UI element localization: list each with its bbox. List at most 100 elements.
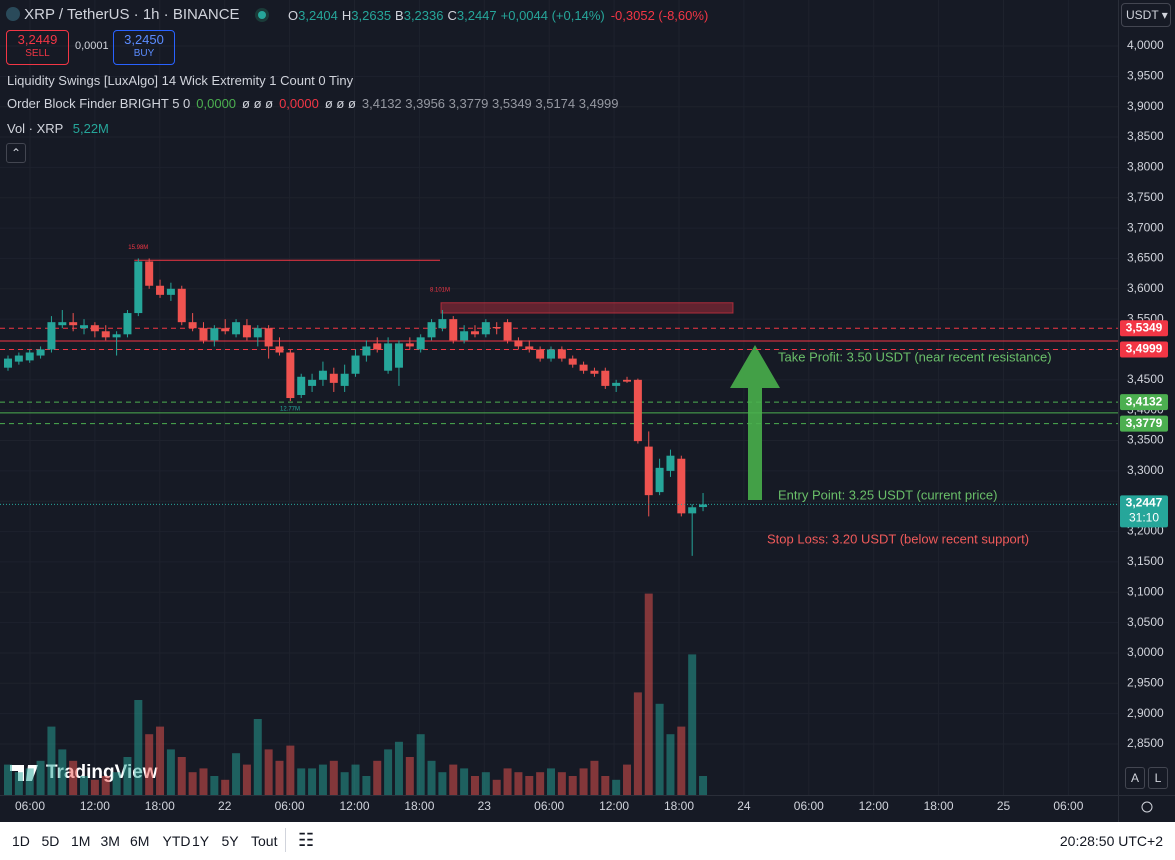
candle-body xyxy=(373,343,382,350)
ohlc-key: C xyxy=(447,8,457,23)
volume-bar xyxy=(623,764,632,795)
range-button[interactable]: 1Y xyxy=(192,833,210,849)
volume-bar xyxy=(4,764,12,795)
buy-button[interactable]: 3,2450 BUY xyxy=(113,30,175,65)
indicator-part: ø ø ø xyxy=(242,96,274,111)
indicator-part: 0,0000 xyxy=(279,96,319,111)
volume-bar xyxy=(264,749,273,795)
candle-body xyxy=(69,322,78,326)
volume-bar xyxy=(90,779,99,795)
price-tick-label: 3,9000 xyxy=(1127,99,1164,113)
candle-body xyxy=(177,288,186,323)
volume-bar xyxy=(69,760,78,795)
volume-bar xyxy=(481,772,490,795)
volume-bar xyxy=(101,776,110,795)
price-badge-label: 3,5349 xyxy=(1126,320,1163,334)
price-tick-label: 3,1000 xyxy=(1127,584,1164,598)
candle-body xyxy=(318,370,327,380)
candle-body xyxy=(156,285,165,295)
range-button[interactable]: 1D xyxy=(12,833,30,849)
symbol-title[interactable]: XRP / TetherUS · 1h · BINANCE xyxy=(6,6,266,23)
time-label: 06:00 xyxy=(15,799,45,813)
price-tick-label: 3,8500 xyxy=(1127,129,1164,143)
candle-body xyxy=(394,343,403,368)
price-tick-label: 3,4500 xyxy=(1127,372,1164,386)
candle-body xyxy=(4,358,12,368)
range-button[interactable]: YTD xyxy=(162,833,191,849)
volume-bar xyxy=(47,726,56,795)
settings-icon[interactable] xyxy=(1141,801,1153,813)
market-status xyxy=(257,11,266,19)
volume-bar xyxy=(568,776,577,795)
price-tick-label: 3,7000 xyxy=(1127,220,1164,234)
price-badge-label: 3,3779 xyxy=(1126,416,1163,430)
time-label: 24 xyxy=(737,799,751,813)
bottom-toolbar: ☷ 20:28:50 UTC+2 1D 5D 1M 3M 6M YTD 1Y 5Y Tout xyxy=(0,822,1175,860)
volume-bar xyxy=(58,749,67,795)
time-label: 06:00 xyxy=(534,799,564,813)
range-button[interactable]: Tout xyxy=(251,833,278,849)
date-range-icon[interactable]: ☷ xyxy=(298,830,315,850)
candle-body xyxy=(449,319,458,341)
price-tick-label: 2,9000 xyxy=(1127,706,1164,720)
indicator-part: Order Block Finder BRIGHT 5 0 xyxy=(7,96,191,111)
range-button[interactable]: 6M xyxy=(130,833,150,849)
volume-value: 5,22M xyxy=(72,121,109,136)
price-tick-label: 3,7500 xyxy=(1127,190,1164,204)
volume-bar xyxy=(297,768,306,795)
candle-body xyxy=(470,331,479,335)
candle-body xyxy=(232,322,241,335)
volume-bar xyxy=(36,760,45,795)
candle-body xyxy=(329,373,338,383)
swing-low-label: 12.77M xyxy=(280,407,300,413)
time-label: 22 xyxy=(218,799,232,813)
currency-select[interactable]: USDT ▾ xyxy=(1121,3,1171,27)
price-tick-label: 3,6500 xyxy=(1127,251,1164,265)
indicator-liquidity[interactable]: Liquidity Swings [LuxAlgo] 14 Wick Extre… xyxy=(7,73,354,88)
volume-bar xyxy=(601,776,610,795)
volume-bar xyxy=(612,779,621,795)
clock[interactable]: 20:28:50 UTC+2 xyxy=(1059,833,1163,849)
range-button[interactable]: 5D xyxy=(41,833,60,849)
volume-bar xyxy=(14,772,23,795)
volume-bar xyxy=(188,772,197,795)
volume-bar xyxy=(525,776,534,795)
candle-body xyxy=(145,261,154,286)
ohlc-key: H xyxy=(341,8,352,23)
range-button[interactable]: 5Y xyxy=(221,833,239,849)
candle-body xyxy=(112,334,121,338)
symbol-icon xyxy=(6,7,20,21)
volume-bar xyxy=(253,719,262,795)
time-label: 12:00 xyxy=(859,799,889,813)
indicator-part: 3,4132 3,3956 3,3779 3,5349 3,5174 3,499… xyxy=(361,96,619,111)
log-scale-button[interactable]: L xyxy=(1148,767,1168,789)
auto-scale-button[interactable]: A xyxy=(1125,767,1145,789)
time-label: 23 xyxy=(478,799,492,813)
price-tick-label: 4,0000 xyxy=(1127,38,1164,52)
current-price-label: 3,2447 xyxy=(1126,496,1163,510)
candle-body xyxy=(253,328,262,338)
range-button[interactable]: 3M xyxy=(100,833,120,849)
indicator-volume[interactable]: Vol · XRP 5,22M xyxy=(7,121,109,136)
chart-background xyxy=(0,0,1175,822)
price-tick-label: 3,8000 xyxy=(1127,160,1164,174)
volume-bar xyxy=(232,753,241,795)
candle-body xyxy=(568,358,577,365)
price-tick-label: 2,9500 xyxy=(1127,675,1164,689)
price-badge xyxy=(1120,415,1168,432)
indicator-order-block[interactable]: Order Block Finder BRIGHT 5 0 0,0000 ø ø ø… xyxy=(7,96,625,111)
volume-bar xyxy=(677,726,686,795)
time-label: 06:00 xyxy=(1053,799,1083,813)
collapse-button[interactable]: ⌃ xyxy=(6,143,26,163)
order-block xyxy=(440,302,734,314)
range-button[interactable]: 1M xyxy=(71,833,91,849)
toolbar-separator xyxy=(285,828,286,852)
time-label: 18:00 xyxy=(664,799,694,813)
volume-bar xyxy=(633,692,642,795)
ohlc-key: O xyxy=(288,8,299,23)
change-total: -0,3052 (-8,60%) xyxy=(610,8,709,23)
volume-bar xyxy=(308,768,317,795)
sell-button[interactable]: 3,2449 SELL xyxy=(6,30,69,65)
candle-body xyxy=(286,352,295,399)
volume-bar xyxy=(590,760,599,795)
